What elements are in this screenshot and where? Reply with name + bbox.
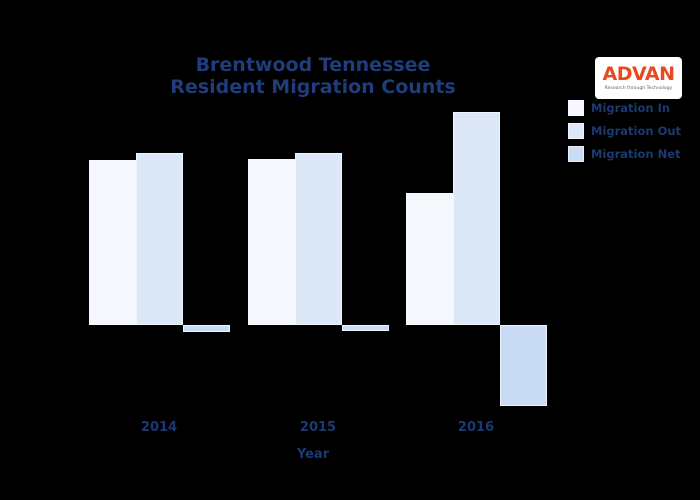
legend-swatch <box>568 100 584 116</box>
legend-item: Migration Out <box>568 123 681 139</box>
chart-title: Brentwood Tennessee Resident Migration C… <box>0 54 626 98</box>
bar-migration-in-2014 <box>88 160 136 325</box>
bar-migration-net-2016 <box>499 325 547 406</box>
legend-label: Migration In <box>591 101 671 115</box>
chart-title-line2: Resident Migration Counts <box>170 76 456 98</box>
advan-logo-text: ADVAN <box>602 63 676 85</box>
bar-migration-out-2014 <box>135 153 183 325</box>
x-axis-title: Year <box>296 447 330 462</box>
advan-logo: ADVAN Research through Technology <box>595 57 682 99</box>
bar-migration-in-2015 <box>247 159 295 325</box>
x-tick-label: 2014 <box>140 420 178 435</box>
chart-legend: Migration In Migration Out Migration Net <box>568 100 681 162</box>
legend-swatch <box>568 146 584 162</box>
legend-swatch <box>568 123 584 139</box>
bar-migration-out-2016 <box>452 112 500 325</box>
bar-migration-net-2015 <box>341 325 389 331</box>
legend-label: Migration Net <box>591 147 681 161</box>
x-tick-label: 2016 <box>457 420 495 435</box>
legend-item: Migration In <box>568 100 681 116</box>
bar-migration-out-2015 <box>294 153 342 325</box>
legend-item: Migration Net <box>568 146 681 162</box>
x-tick-label: 2015 <box>299 420 337 435</box>
legend-label: Migration Out <box>591 124 682 138</box>
chart-title-line1: Brentwood Tennessee <box>195 54 431 76</box>
bar-migration-net-2014 <box>182 325 230 332</box>
advan-logo-tagline: Research through Technology <box>604 86 673 91</box>
bar-migration-in-2016 <box>405 193 453 325</box>
